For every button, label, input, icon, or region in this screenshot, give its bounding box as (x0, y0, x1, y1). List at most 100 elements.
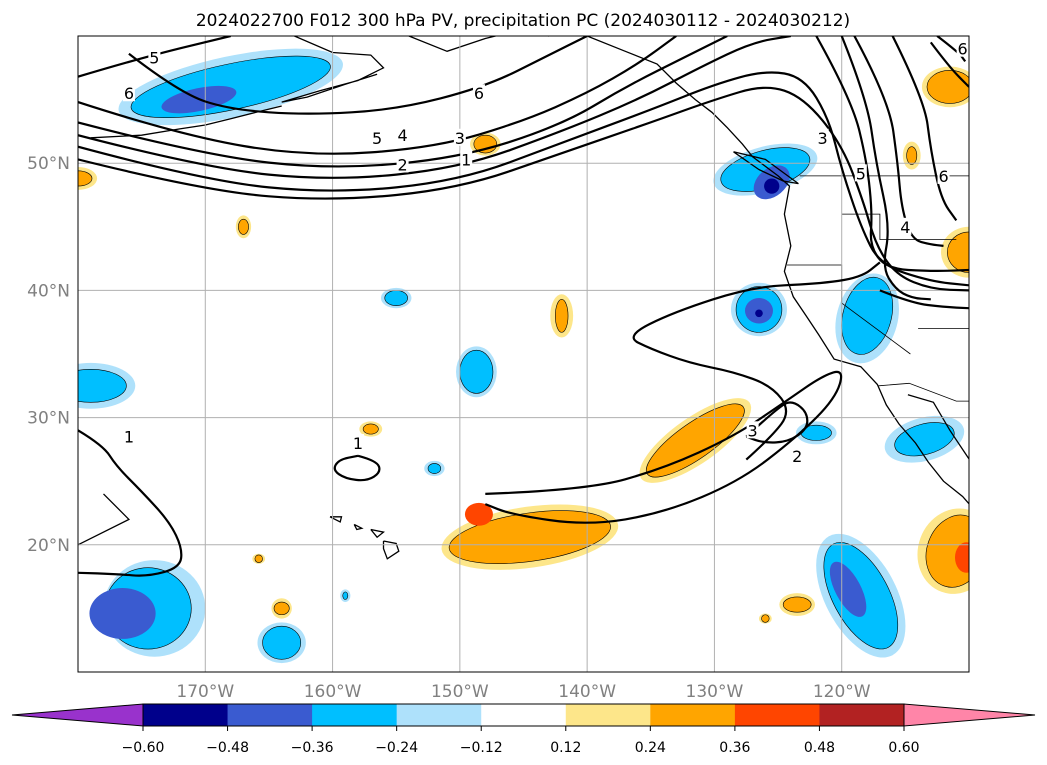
pv-contour-8 (840, 36, 931, 301)
pv-label-10: 6 (938, 167, 948, 186)
colorbar-outline (142, 703, 905, 727)
pv-contour-10 (891, 36, 958, 222)
pv-contour-0 (78, 36, 677, 155)
lat-tick-label-2: 40°N (27, 281, 70, 301)
precip-area-24 (555, 299, 569, 333)
precip-area-38 (427, 463, 442, 474)
pv-label-2: 6 (474, 84, 484, 103)
colorbar-segment-0 (143, 704, 229, 726)
graticule (78, 36, 969, 672)
colorbar-segment-5 (565, 704, 651, 726)
precip-area-44 (448, 510, 611, 564)
pv-label-bg-6 (396, 155, 409, 173)
precip-area-45 (464, 502, 493, 526)
precip-area-58 (782, 596, 812, 613)
pv-label-bg-8 (816, 128, 829, 146)
pv-label-bg-5 (453, 128, 466, 146)
lon-tick-label-3: 140°W (558, 682, 616, 702)
precip-area-20 (841, 276, 893, 355)
chart-title: 2024022700 F012 300 hPa PV, precipitatio… (196, 11, 850, 31)
pv-contour-2 (78, 36, 791, 179)
colorbar-extend-high (903, 703, 1036, 727)
lon-tick-label-2: 150°W (431, 682, 489, 702)
precip-area-34 (645, 403, 745, 478)
pv-label-bg-2 (472, 84, 485, 102)
pv-label-12: 4 (900, 218, 910, 237)
colorbar-tick-label-4: −0.12 (460, 740, 503, 756)
pv-label-8: 3 (818, 129, 828, 148)
pv-label-13: 1 (124, 428, 134, 447)
latitude-tick-labels: 20°N 30°N 40°N 50°N (27, 154, 70, 556)
lon-tick-label-5: 120°W (813, 682, 871, 702)
precip-area-12 (764, 178, 780, 194)
precip-area-68 (342, 591, 349, 600)
colorbar: −0.60 −0.48 −0.36 −0.24 −0.12 0.12 0.24 0.36 0.4… (11, 703, 1036, 756)
precip-area-48 (955, 542, 969, 573)
precip-area-18 (947, 231, 969, 273)
pv-label-bg-15 (746, 421, 759, 439)
precip-area-32 (78, 368, 127, 403)
pv-contour-13 (78, 429, 183, 577)
coastline-8 (370, 528, 385, 539)
colorbar-segment-4 (481, 704, 567, 726)
colorbar-tick-label-5: 0.12 (550, 740, 581, 756)
colorbar-tick-label-1: −0.48 (206, 740, 249, 756)
colorbar-segment-3 (396, 704, 482, 726)
pv-label-1: 6 (124, 84, 134, 103)
pv-label-bg-3 (371, 128, 384, 146)
colorbar-tick-label-2: −0.36 (291, 740, 334, 756)
colorbar-tick-label-6: 0.24 (635, 740, 666, 756)
lat-tick-label-1: 30°N (27, 409, 70, 429)
precip-area-16 (906, 146, 918, 165)
lon-tick-label-0: 170°W (176, 682, 234, 702)
colorbar-segment-7 (734, 704, 820, 726)
colorbar-tick-label-7: 0.36 (719, 740, 750, 756)
pv-contour-3 (78, 71, 969, 287)
precip-area-42 (894, 422, 955, 457)
precip-area-30 (459, 349, 494, 394)
pv-label-bg-13 (122, 427, 135, 445)
pv-contour-14 (333, 454, 381, 482)
precip-area-22 (384, 290, 408, 306)
coastline-7 (353, 523, 364, 531)
pv-contour-17 (632, 261, 881, 461)
precip-area-51 (829, 561, 867, 617)
precip-area-28 (755, 309, 763, 318)
pv-label-bg-12 (899, 217, 912, 235)
pv-label-14: 1 (353, 434, 363, 453)
pv-contour-4 (78, 86, 969, 292)
pv-label-6: 2 (397, 155, 407, 174)
coastline-3 (733, 151, 799, 185)
colorbar-segment-8 (819, 704, 905, 726)
lat-tick-label-3: 50°N (27, 154, 70, 174)
pv-contour-5 (815, 36, 969, 272)
colorbar-tick-label-3: −0.24 (375, 740, 418, 756)
lon-tick-label-4: 130°W (686, 682, 744, 702)
pv-label-16: 2 (792, 447, 802, 466)
colorbar-segment-2 (312, 704, 398, 726)
pv-label-11: 6 (958, 40, 968, 59)
pv-label-4: 4 (397, 126, 407, 145)
pv-contour-12 (936, 36, 967, 63)
pv-contours (78, 36, 969, 577)
colorbar-extend-low (11, 703, 144, 727)
precip-area-14 (926, 70, 969, 104)
border-2 (878, 382, 969, 402)
pv-label-bg-10 (937, 166, 950, 184)
pv-contour-7 (128, 36, 588, 115)
pv-label-bg-4 (396, 126, 409, 144)
coastline-5 (78, 493, 130, 546)
pv-label-bg-11 (956, 39, 969, 57)
precip-area-64 (254, 554, 263, 563)
precip-area-6 (238, 218, 249, 235)
colorbar-tick-label-0: −0.60 (122, 740, 165, 756)
pv-label-15: 3 (748, 421, 758, 440)
precip-area-60 (761, 614, 770, 623)
pv-contour-11 (929, 41, 969, 88)
colorbar-segment-1 (227, 704, 313, 726)
coastline-6 (329, 516, 343, 523)
coastline-1 (281, 36, 385, 103)
colorbar-tick-label-9: 0.60 (888, 740, 919, 756)
